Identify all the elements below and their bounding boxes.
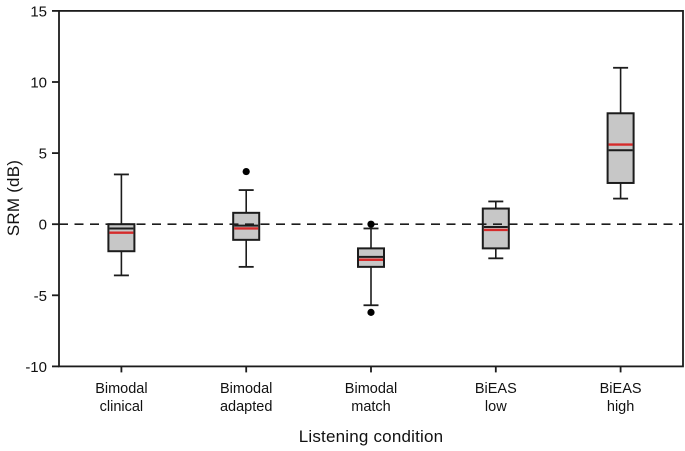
x-category-label-line1: Bimodal [345,381,397,397]
outlier-dot-bimodal-match [367,220,375,228]
y-tick-label: 0 [39,217,47,234]
y-tick-label: 15 [30,3,47,20]
box-bieas-high [606,112,635,184]
x-category-label-line1: Bimodal [95,381,147,397]
y-tick-label: -5 [34,288,47,305]
x-category-label-line1: BiEAS [600,381,642,397]
x-axis-title: Listening condition [298,427,444,446]
box-bieas-low [481,207,510,250]
y-axis-title: SRM (dB) [4,159,23,237]
y-tick-label: 10 [30,75,47,92]
outlier-dot-bimodal-match [367,308,375,316]
x-category-label-line2: adapted [220,399,272,415]
y-tick-label: 5 [39,146,47,163]
outlier-dot-bimodal-adapted [242,167,250,176]
x-category-label-line2: match [351,399,391,415]
x-category-label-line1: Bimodal [220,381,272,397]
x-category-label-line2: high [607,399,634,415]
x-category-label-line2: clinical [100,399,144,415]
y-tick-label: -10 [25,359,47,376]
x-category-label-line1: BiEAS [475,381,517,397]
x-category-label-line2: low [485,399,507,415]
